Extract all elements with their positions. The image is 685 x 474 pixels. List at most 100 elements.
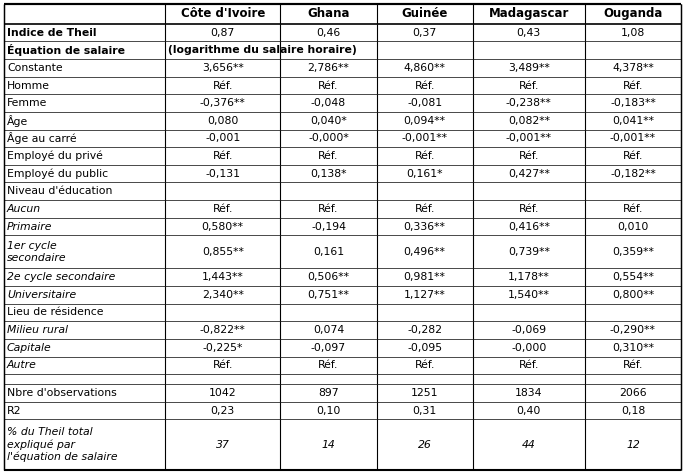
Text: -0,131: -0,131 <box>206 169 240 179</box>
Text: Réf.: Réf. <box>319 81 338 91</box>
Text: 0,43: 0,43 <box>516 27 541 37</box>
Text: Réf.: Réf. <box>414 81 435 91</box>
Text: -0,081: -0,081 <box>407 98 443 108</box>
Text: Réf.: Réf. <box>623 81 643 91</box>
Text: Indice de Theil: Indice de Theil <box>7 27 97 37</box>
Text: 0,506**: 0,506** <box>308 272 349 282</box>
Text: 0,161*: 0,161* <box>406 169 443 179</box>
Text: 0,074: 0,074 <box>313 325 344 335</box>
Text: 4,378**: 4,378** <box>612 63 653 73</box>
Text: Réf.: Réf. <box>414 151 435 161</box>
Text: Madagascar: Madagascar <box>488 8 569 20</box>
Text: 897: 897 <box>319 388 339 398</box>
Text: Guinée: Guinée <box>401 8 448 20</box>
Text: Niveau d'éducation: Niveau d'éducation <box>7 186 112 196</box>
Text: Réf.: Réf. <box>623 360 643 370</box>
Text: Employé du privé: Employé du privé <box>7 151 103 161</box>
Text: 37: 37 <box>216 440 229 450</box>
Text: 0,23: 0,23 <box>210 406 235 416</box>
Text: % du Theil total
expliqué par
l'équation de salaire: % du Theil total expliqué par l'équation… <box>7 428 118 462</box>
Text: Ouganda: Ouganda <box>603 8 662 20</box>
Text: -0,001**: -0,001** <box>610 133 656 144</box>
Text: 0,427**: 0,427** <box>508 169 550 179</box>
Text: Réf.: Réf. <box>212 151 233 161</box>
Text: Nbre d'observations: Nbre d'observations <box>7 388 116 398</box>
Text: 2,340**: 2,340** <box>202 290 244 300</box>
Text: 0,496**: 0,496** <box>403 247 446 257</box>
Text: 0,080: 0,080 <box>207 116 238 126</box>
Text: -0,183**: -0,183** <box>610 98 656 108</box>
Text: 1er cycle
secondaire: 1er cycle secondaire <box>7 241 66 263</box>
Text: -0,282: -0,282 <box>407 325 443 335</box>
Text: 0,37: 0,37 <box>412 27 437 37</box>
Text: 0,161: 0,161 <box>313 247 344 257</box>
Text: 1,08: 1,08 <box>621 27 645 37</box>
Text: Primaire: Primaire <box>7 221 53 231</box>
Text: Réf.: Réf. <box>414 360 435 370</box>
Text: -0,000*: -0,000* <box>308 133 349 144</box>
Text: Ghana: Ghana <box>308 8 350 20</box>
Text: Réf.: Réf. <box>519 81 539 91</box>
Text: 0,138*: 0,138* <box>310 169 347 179</box>
Text: Constante: Constante <box>7 63 62 73</box>
Text: 1,127**: 1,127** <box>404 290 445 300</box>
Text: Milieu rural: Milieu rural <box>7 325 68 335</box>
Text: 0,082**: 0,082** <box>508 116 550 126</box>
Text: 12: 12 <box>626 440 640 450</box>
Text: Réf.: Réf. <box>319 360 338 370</box>
Text: -0,001**: -0,001** <box>506 133 552 144</box>
Text: -0,001**: -0,001** <box>401 133 448 144</box>
Text: 0,855**: 0,855** <box>202 247 244 257</box>
Text: Lieu de résidence: Lieu de résidence <box>7 308 103 318</box>
Text: -0,225*: -0,225* <box>203 343 243 353</box>
Text: 0,041**: 0,041** <box>612 116 654 126</box>
Text: 0,416**: 0,416** <box>508 221 550 231</box>
Text: 0,010: 0,010 <box>617 221 649 231</box>
Text: 1042: 1042 <box>209 388 236 398</box>
Text: Réf.: Réf. <box>414 204 435 214</box>
Text: -0,095: -0,095 <box>407 343 443 353</box>
Text: 0,10: 0,10 <box>316 406 340 416</box>
Text: 2,786**: 2,786** <box>308 63 349 73</box>
Text: 1251: 1251 <box>411 388 438 398</box>
Text: 26: 26 <box>418 440 432 450</box>
Text: -0,001: -0,001 <box>205 133 240 144</box>
Text: Côte d'Ivoire: Côte d'Ivoire <box>181 8 265 20</box>
Text: -0,194: -0,194 <box>311 221 346 231</box>
Text: Équation de salaire: Équation de salaire <box>7 44 125 56</box>
Text: 0,87: 0,87 <box>210 27 235 37</box>
Text: -0,000: -0,000 <box>511 343 547 353</box>
Text: 0,46: 0,46 <box>316 27 340 37</box>
Text: Réf.: Réf. <box>519 360 539 370</box>
Text: 1,178**: 1,178** <box>508 272 549 282</box>
Text: 44: 44 <box>522 440 536 450</box>
Text: Âge au carré: Âge au carré <box>7 132 77 145</box>
Text: 0,18: 0,18 <box>621 406 645 416</box>
Text: 14: 14 <box>322 440 336 450</box>
Text: Homme: Homme <box>7 81 50 91</box>
Text: 0,800**: 0,800** <box>612 290 654 300</box>
Text: 0,981**: 0,981** <box>403 272 446 282</box>
Text: 0,739**: 0,739** <box>508 247 550 257</box>
Text: 3,489**: 3,489** <box>508 63 549 73</box>
Text: -0,290**: -0,290** <box>610 325 656 335</box>
Text: -0,097: -0,097 <box>311 343 346 353</box>
Text: -0,376**: -0,376** <box>200 98 246 108</box>
Text: 1,443**: 1,443** <box>202 272 244 282</box>
Text: 0,336**: 0,336** <box>403 221 446 231</box>
Text: 1,540**: 1,540** <box>508 290 550 300</box>
Text: Réf.: Réf. <box>519 151 539 161</box>
Text: Réf.: Réf. <box>519 204 539 214</box>
Text: 0,359**: 0,359** <box>612 247 654 257</box>
Text: 3,656**: 3,656** <box>202 63 244 73</box>
Text: Réf.: Réf. <box>623 204 643 214</box>
Text: 0,310**: 0,310** <box>612 343 654 353</box>
Text: Réf.: Réf. <box>623 151 643 161</box>
Text: 4,860**: 4,860** <box>403 63 446 73</box>
Text: 1834: 1834 <box>515 388 543 398</box>
Text: Universitaire: Universitaire <box>7 290 76 300</box>
Text: 0,751**: 0,751** <box>308 290 349 300</box>
Text: 0,31: 0,31 <box>412 406 437 416</box>
Text: -0,182**: -0,182** <box>610 169 656 179</box>
Text: Employé du public: Employé du public <box>7 168 108 179</box>
